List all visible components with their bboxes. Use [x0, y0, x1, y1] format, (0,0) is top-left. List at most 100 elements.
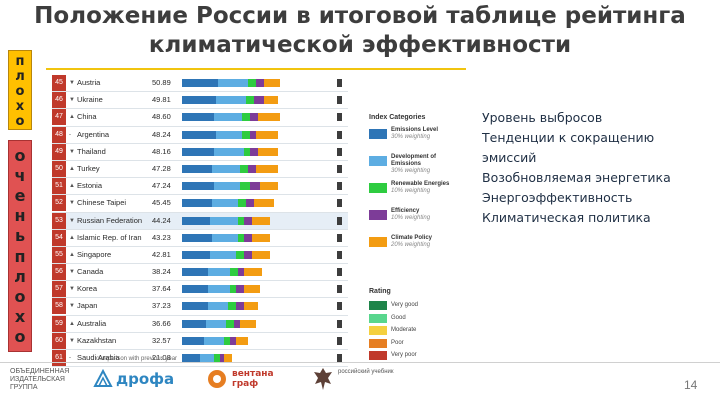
bar-segment — [224, 336, 230, 345]
bar-segment — [252, 216, 270, 225]
trend-arrow-icon: ▼ — [69, 217, 75, 224]
trend-arrow-icon: ▼ — [69, 200, 75, 207]
bar-segment — [214, 182, 240, 191]
rating-item: Good — [369, 313, 439, 325]
score-bar — [182, 336, 248, 345]
rating-item: Very good — [369, 300, 439, 312]
legend-label: Development of Emissions — [391, 154, 437, 167]
bar-segment — [214, 354, 220, 362]
bar-segment — [210, 216, 238, 225]
bar-segment — [244, 250, 252, 259]
trend-arrow-icon: ▼ — [69, 97, 75, 104]
rating-label: Poor — [391, 339, 404, 346]
rank-badge: 46 — [52, 92, 66, 109]
trend-arrow-icon: ▼ — [69, 269, 75, 276]
score-bar — [182, 96, 278, 105]
score-bar — [182, 79, 280, 87]
score-value: 42.81 — [152, 249, 171, 259]
table-footnote: comparison with previous year — [96, 356, 178, 362]
table-row: 53 ▼ Russian Federation 44.24 — [52, 212, 348, 230]
score-bar — [182, 182, 278, 191]
rating-label: Moderate — [391, 327, 417, 333]
table-row: 45 ▼ Austria 50.89 — [52, 75, 348, 93]
bar-segment — [218, 79, 248, 87]
trend-arrow-icon: - — [69, 355, 71, 361]
row-marker — [337, 147, 342, 156]
trend-arrow-icon: ▼ — [69, 337, 75, 344]
score-value: 48.60 — [152, 112, 171, 122]
rank-badge: 49 — [52, 143, 66, 160]
row-marker — [337, 319, 342, 328]
bar-segment — [244, 233, 252, 242]
country-name: China — [77, 112, 97, 122]
bar-segment — [236, 250, 244, 259]
legend-item: Efficiency 10% weighting — [369, 207, 465, 233]
rank-badge: 45 — [52, 75, 66, 91]
row-marker — [337, 233, 342, 242]
trend-arrow-icon: ▲ — [69, 234, 75, 241]
country-name: Turkey — [77, 163, 100, 173]
bar-segment — [244, 147, 250, 156]
bar-segment — [182, 216, 210, 225]
drofa-logo-text: дрофа — [116, 370, 175, 388]
row-marker — [337, 336, 342, 345]
score-bar — [182, 216, 270, 225]
rating-swatch — [369, 351, 387, 360]
country-name: Estonia — [77, 181, 103, 191]
side-bottom-letter: о — [14, 145, 26, 165]
bar-segment — [212, 164, 240, 173]
bar-segment — [182, 354, 200, 362]
row-marker — [337, 130, 342, 139]
bar-segment — [260, 182, 278, 191]
bar-segment — [240, 319, 256, 328]
side-bottom-letter: л — [14, 266, 26, 286]
rating-label: Very good — [391, 302, 419, 308]
score-bar — [182, 302, 258, 311]
bar-segment — [246, 96, 254, 105]
legend-weight: 20% weighting — [391, 242, 431, 248]
row-marker — [337, 250, 342, 259]
bar-segment — [226, 319, 234, 328]
bar-segment — [264, 79, 280, 87]
legend-weight: 10% weighting — [391, 215, 431, 221]
bar-segment — [248, 164, 256, 173]
bar-segment — [230, 285, 236, 294]
trend-arrow-icon: ▼ — [69, 286, 75, 293]
bar-segment — [244, 268, 262, 277]
rating-item: Poor — [369, 338, 439, 350]
side-bottom-letter: п — [14, 246, 26, 266]
bar-segment — [182, 199, 212, 208]
side-bottom-letter: о — [14, 286, 26, 306]
score-value: 48.24 — [152, 129, 171, 139]
bar-segment — [238, 268, 244, 277]
legend-swatch — [369, 129, 387, 139]
table-frame — [46, 68, 466, 360]
russian-legend-line: эмиссий — [482, 150, 537, 165]
rank-badge: 52 — [52, 195, 66, 212]
bar-segment — [248, 79, 256, 87]
score-value: 38.24 — [152, 267, 171, 277]
score-bar — [182, 250, 270, 259]
bar-segment — [230, 268, 238, 277]
bar-segment — [214, 147, 244, 156]
legend-title: Index Categories — [369, 114, 426, 121]
row-marker — [337, 285, 342, 294]
country-name: Ukraine — [77, 95, 103, 105]
bar-segment — [182, 96, 216, 105]
rank-badge: 54 — [52, 229, 66, 246]
score-value: 50.89 — [152, 78, 171, 87]
rating-label: Good — [391, 314, 406, 321]
rank-badge: 50 — [52, 160, 66, 177]
score-bar — [182, 164, 278, 173]
table-row: 50 ▲ Turkey 47.28 — [52, 160, 348, 179]
bar-segment — [220, 354, 224, 362]
score-value: 44.24 — [152, 215, 171, 225]
bar-segment — [242, 130, 250, 139]
row-marker — [337, 79, 342, 87]
bar-segment — [238, 199, 246, 208]
legend-weight: 30% weighting — [391, 168, 431, 174]
eagle-emblem-icon — [314, 368, 332, 390]
score-value: 43.23 — [152, 232, 171, 242]
legend-weight: 30% weighting — [391, 134, 431, 140]
page-title: Положение России в итоговой таблице рейт… — [34, 3, 686, 58]
